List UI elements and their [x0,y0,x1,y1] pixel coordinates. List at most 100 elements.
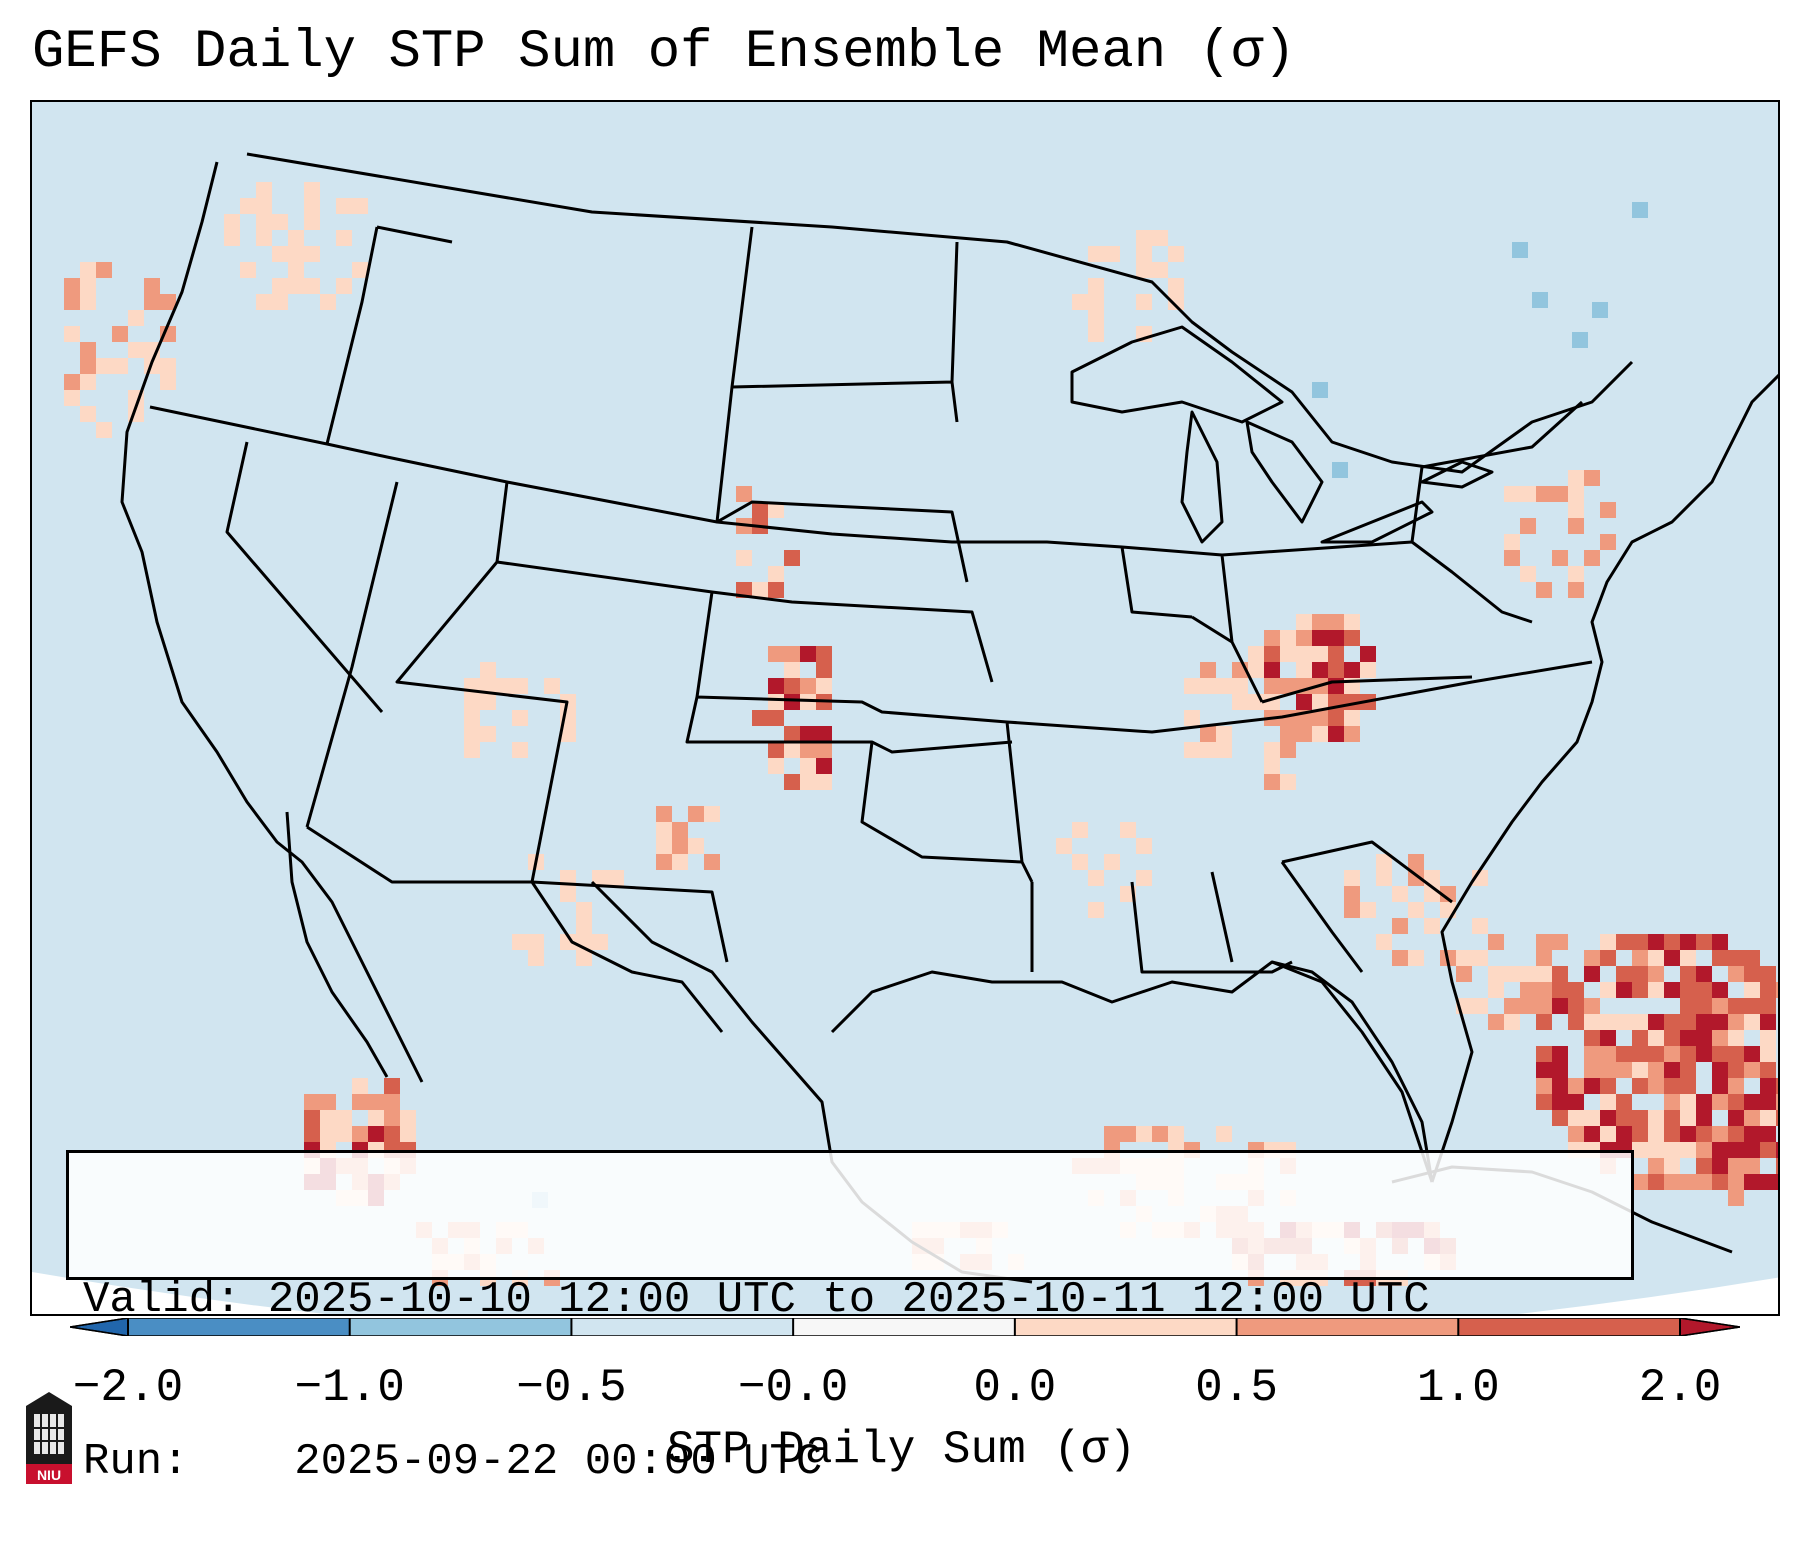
stp-cell [1616,1110,1632,1126]
stp-cell [1568,566,1584,582]
stp-cell [128,342,144,358]
stp-cell [320,1094,336,1110]
stp-cell [1696,1014,1712,1030]
stp-cell [240,262,256,278]
colorbar-segment [571,1318,794,1336]
stp-cell [1616,1046,1632,1062]
stp-cell [1600,982,1616,998]
stp-cell [1616,982,1632,998]
stp-cell [352,198,368,214]
stp-cell [1712,1174,1728,1190]
colorbar-segments [70,1318,1740,1336]
logo-text: NIU [37,1467,61,1483]
stp-cell [1504,1014,1520,1030]
map-panel[interactable] [30,100,1780,1316]
stp-cell [144,278,160,294]
stp-cell-negative [1592,302,1608,318]
stp-cell [1536,1094,1552,1110]
stp-cell [352,1094,368,1110]
stp-cell [64,326,80,342]
stp-cell [144,294,160,310]
stp-cell [1552,1094,1568,1110]
stp-cell [1616,1014,1632,1030]
stp-cell [1712,1046,1728,1062]
stp-cell [256,182,272,198]
stp-cell [1552,486,1568,502]
stp-cell [304,214,320,230]
stp-cell [736,486,752,502]
stp-cell [1712,1078,1728,1094]
stp-cell [1776,1078,1778,1094]
stp-cell [1584,966,1600,982]
stp-cell [1760,998,1776,1014]
stp-cell [1328,630,1344,646]
stp-cell [1168,278,1184,294]
stp-cell [800,758,816,774]
stp-cell [96,422,112,438]
stp-cell [320,1126,336,1142]
stp-cell [1376,854,1392,870]
stp-cell [1552,1062,1568,1078]
stp-cell [1232,678,1248,694]
stp-cell [1264,758,1280,774]
stp-cell [1648,1142,1664,1158]
stp-cell [1264,630,1280,646]
stp-cell [768,710,784,726]
stp-cell [1776,1110,1778,1126]
stp-cell [64,390,80,406]
stp-cell [800,646,816,662]
projected-domain [32,102,1778,1314]
stp-cell [1456,966,1472,982]
stp-cell [1552,1046,1568,1062]
stp-cell [1136,246,1152,262]
stp-cell [1200,678,1216,694]
stp-cell [224,214,240,230]
stp-cell [1280,678,1296,694]
stp-cell [1264,646,1280,662]
stp-cell [304,1110,320,1126]
stp-cell [1744,1062,1760,1078]
valid-row: Valid: 2025-10-10 12:00 UTC to 2025-10-1… [83,1273,1617,1327]
stp-cell [80,406,96,422]
stp-cell [768,678,784,694]
run-row: Run: 2025-09-22 00:00 UTC [83,1435,1617,1489]
stp-cell [304,1094,320,1110]
stp-cell [1312,694,1328,710]
stp-cell [816,646,832,662]
stp-cell [784,550,800,566]
stp-cell [1744,982,1760,998]
stp-cell [320,294,336,310]
stp-cell [1056,838,1072,854]
stp-cell [480,662,496,678]
stp-cell [1568,1014,1584,1030]
stp-cell [672,822,688,838]
stp-cell [1600,1014,1616,1030]
stp-cell [1696,1046,1712,1062]
stp-cell [1312,726,1328,742]
stp-cell-negative [1572,332,1588,348]
stp-cell [1552,966,1568,982]
stp-cell [1632,966,1648,982]
stp-cell [816,758,832,774]
stp-cell [1536,1014,1552,1030]
stp-cell [1680,982,1696,998]
stp-cell [704,806,720,822]
stp-cell [1696,1158,1712,1174]
stp-cell [1216,726,1232,742]
stp-cell [1648,966,1664,982]
stp-cell [1616,1062,1632,1078]
stp-cell [1536,998,1552,1014]
stp-cell [768,582,784,598]
stp-cell [288,246,304,262]
stp-cell [1152,262,1168,278]
stp-cell [1600,502,1616,518]
stp-cell [80,358,96,374]
stp-cell-negative [1312,382,1328,398]
stp-cell [736,550,752,566]
stp-cell [1744,1110,1760,1126]
stp-cell [1392,918,1408,934]
stp-cell [304,246,320,262]
stp-cell [784,742,800,758]
stp-cell [1648,1158,1664,1174]
stp-cell [1600,934,1616,950]
